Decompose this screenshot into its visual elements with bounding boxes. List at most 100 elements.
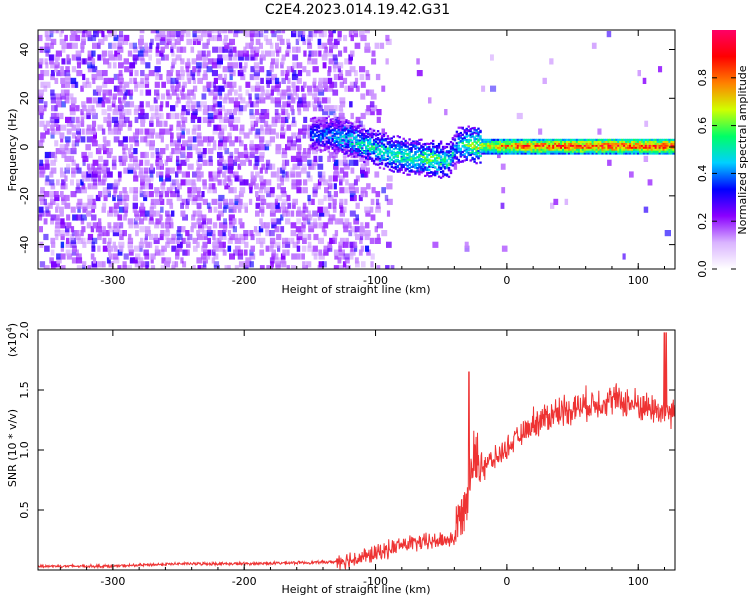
spectrogram-cell xyxy=(385,58,389,65)
spectrogram-cell xyxy=(69,105,76,112)
spectrogram-cell xyxy=(280,70,285,77)
spectrogram-cell xyxy=(265,124,272,131)
spectrogram-cell xyxy=(169,124,174,131)
spectrogram-ridge-cell xyxy=(583,148,587,151)
spectrogram-cell xyxy=(245,89,250,96)
spectrogram-ridge-cell xyxy=(343,126,346,129)
spectrogram-ridge-cell xyxy=(369,157,372,160)
spectrogram-cell xyxy=(191,73,195,81)
spectrogram-ridge-cell xyxy=(623,142,626,145)
spectrogram-ridge-cell xyxy=(455,150,459,153)
spectrogram-ridge-cell xyxy=(546,138,549,141)
spectrogram-cell xyxy=(207,58,214,65)
spectrogram-ridge-cell xyxy=(337,148,340,151)
spectrogram-ridge-cell xyxy=(467,148,470,151)
spectrogram-cell xyxy=(253,70,260,77)
spectrogram-cell xyxy=(71,257,78,264)
spectrogram-cell xyxy=(307,128,312,135)
spectrogram-cell xyxy=(339,187,345,194)
spectrogram-ridge-cell xyxy=(548,142,551,145)
spectrogram-ridge-cell xyxy=(493,148,496,151)
spectrogram-ridge-cell xyxy=(489,152,492,155)
spectrogram-ridge-cell xyxy=(463,138,466,141)
spectrogram-ridge-cell xyxy=(443,165,447,169)
spectrogram-cell xyxy=(312,66,319,73)
spectrogram-cell xyxy=(132,155,138,162)
spectrogram-ridge-cell xyxy=(404,139,407,142)
spectrogram-ridge-cell xyxy=(583,146,587,149)
spectrogram-cell xyxy=(138,171,144,178)
spectrogram-cell xyxy=(59,31,63,38)
spectrogram-cell xyxy=(90,62,95,69)
spectrogram-ridge-cell xyxy=(323,119,327,122)
spectrogram-cell xyxy=(70,191,77,198)
spectrogram-cell xyxy=(490,54,494,61)
spectrogram-ridge-cell xyxy=(311,144,315,147)
spectrogram-cell xyxy=(333,171,340,178)
spectrogram-cell xyxy=(202,241,208,248)
spectrogram-cell xyxy=(260,97,266,104)
spectrogram-cell xyxy=(102,202,107,209)
spectrogram-cell xyxy=(75,187,82,194)
spectrogram-cell xyxy=(39,171,45,178)
spectrogram-cell xyxy=(229,218,233,225)
spectrogram-ridge-cell xyxy=(380,150,384,153)
spectrogram-cell xyxy=(275,144,282,151)
spectrogram-ridge-cell xyxy=(528,142,531,145)
spectrogram-ridge-cell xyxy=(587,150,591,153)
spectrogram-ridge-cell xyxy=(439,159,443,162)
spectrogram-cell xyxy=(43,233,49,241)
spectrogram-ridge-cell xyxy=(487,146,490,149)
spectrogram-cell xyxy=(233,171,239,178)
spectrogram-cell xyxy=(76,214,83,221)
spectrogram-ridge-cell xyxy=(652,150,656,153)
spectrogram-cell xyxy=(349,101,353,108)
spectrogram-ridge-cell xyxy=(554,140,557,143)
spectrogram-ridge-cell xyxy=(317,142,321,145)
spectrogram-cell xyxy=(76,128,81,135)
spectrogram-ridge-cell xyxy=(558,146,561,149)
spectrogram-ridge-cell xyxy=(611,146,614,149)
spectrogram-cell xyxy=(91,245,96,252)
spectrogram-cell xyxy=(254,159,260,166)
spectrogram-cell xyxy=(232,109,238,116)
spectrogram-cell xyxy=(55,218,60,225)
spectrogram-cell xyxy=(253,120,259,127)
spectrogram-cell xyxy=(176,93,180,100)
spectrogram-cell xyxy=(150,257,154,264)
spectrogram-ridge-cell xyxy=(386,165,390,168)
spectrogram-cell xyxy=(102,237,107,244)
spectrogram-cell xyxy=(348,222,352,229)
spectrogram-ridge-cell xyxy=(623,148,626,151)
spectrogram-ridge-cell xyxy=(552,148,555,151)
spectrogram-ridge-cell xyxy=(434,159,437,162)
spectrogram-x-tick-label: -200 xyxy=(232,274,257,287)
spectrogram-cell xyxy=(169,183,176,190)
spectrogram-ridge-cell xyxy=(341,124,344,127)
spectrogram-cell xyxy=(265,77,272,84)
spectrogram-ridge-cell xyxy=(493,150,496,153)
spectrogram-cell xyxy=(338,112,345,120)
spectrogram-ridge-cell xyxy=(506,152,510,155)
spectrogram-ridge-cell xyxy=(636,142,640,145)
spectrogram-ridge-cell xyxy=(638,138,642,141)
spectrogram-cell xyxy=(107,116,112,123)
spectrogram-ridge-cell xyxy=(449,163,453,166)
spectrogram-cell xyxy=(212,97,217,104)
spectrogram-cell xyxy=(118,191,123,198)
spectrogram-cell xyxy=(353,194,357,202)
spectrogram-cell xyxy=(292,202,296,209)
spectrogram-cell xyxy=(229,42,233,49)
spectrogram-ridge-cell xyxy=(542,150,545,153)
spectrogram-ridge-cell xyxy=(351,127,354,130)
spectrogram-cell xyxy=(271,116,278,123)
spectrogram-cell xyxy=(334,116,341,123)
spectrogram-ridge-cell xyxy=(508,146,512,149)
spectrogram-ridge-cell xyxy=(662,152,665,155)
spectrogram-cell xyxy=(222,30,228,34)
spectrogram-cell xyxy=(350,167,355,174)
spectrogram-cell xyxy=(176,124,182,131)
spectrogram-ridge-cell xyxy=(372,129,376,132)
spectrogram-ridge-cell xyxy=(485,140,488,143)
spectrogram-cell xyxy=(140,58,146,65)
